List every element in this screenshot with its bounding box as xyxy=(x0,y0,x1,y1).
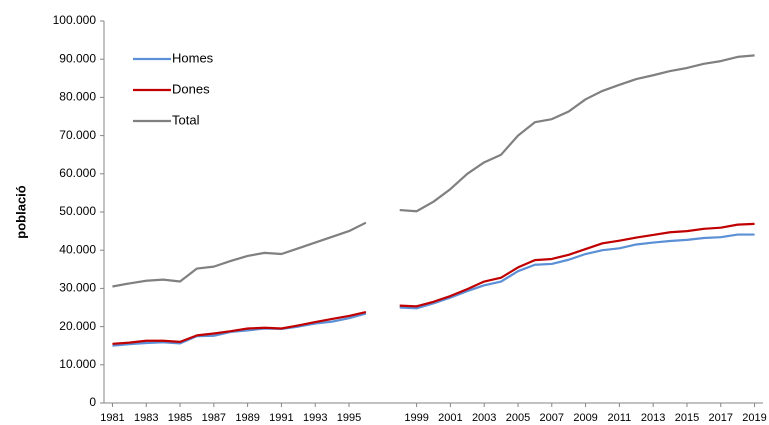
y-tick-label: 50.000 xyxy=(59,204,96,218)
x-tick-label: 1981 xyxy=(100,412,124,424)
x-tick-label: 2005 xyxy=(506,412,530,424)
x-tick-label: 2017 xyxy=(709,412,733,424)
x-tick-label: 1993 xyxy=(303,412,327,424)
x-tick-label: 2019 xyxy=(742,412,766,424)
x-tick-label: 1989 xyxy=(235,412,259,424)
y-tick-label: 30.000 xyxy=(59,281,96,295)
y-tick-label: 40.000 xyxy=(59,242,96,256)
y-axis-label: població xyxy=(13,185,28,239)
x-tick-label: 1991 xyxy=(269,412,293,424)
y-tick-label: 60.000 xyxy=(59,166,96,180)
x-tick-label: 2003 xyxy=(472,412,496,424)
y-tick-label: 70.000 xyxy=(59,128,96,142)
legend-label: Homes xyxy=(172,50,214,65)
x-tick-label: 1983 xyxy=(134,412,158,424)
x-tick-label: 1987 xyxy=(202,412,226,424)
line-series xyxy=(112,222,755,345)
x-tick-label: 2001 xyxy=(438,412,462,424)
line-series xyxy=(112,233,755,347)
x-tick-label: 2007 xyxy=(540,412,564,424)
y-tick-label: 80.000 xyxy=(59,90,96,104)
y-tick-label: 20.000 xyxy=(59,319,96,333)
legend-label: Dones xyxy=(172,81,210,96)
legend-label: Total xyxy=(172,112,200,127)
x-tick-label: 1999 xyxy=(404,412,428,424)
x-tick-label: 2013 xyxy=(641,412,665,424)
x-tick-label: 1995 xyxy=(337,412,361,424)
y-tick-label: 0 xyxy=(89,395,96,409)
x-tick-label: 1985 xyxy=(168,412,192,424)
y-tick-label: 100.000 xyxy=(53,13,97,27)
line-series xyxy=(112,54,755,288)
x-tick-label: 2009 xyxy=(573,412,597,424)
y-tick-label: 10.000 xyxy=(59,357,96,371)
x-tick-label: 2011 xyxy=(608,412,632,424)
y-tick-label: 90.000 xyxy=(59,51,96,65)
x-tick-label: 2015 xyxy=(675,412,699,424)
